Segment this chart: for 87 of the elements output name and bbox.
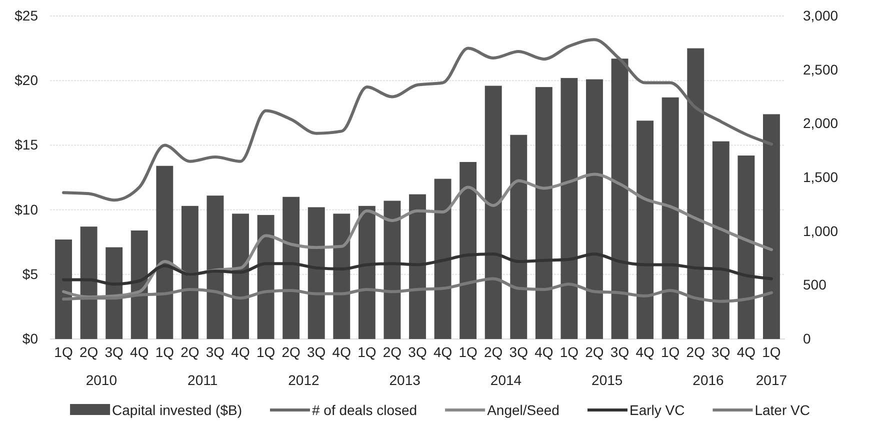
x-tick-label: 1Q [458, 344, 478, 360]
bar [687, 48, 704, 339]
bar [586, 79, 603, 339]
x-tick-label: 1Q [155, 344, 174, 360]
x-tick-label: 4Q [332, 344, 352, 360]
bar [712, 141, 730, 339]
x-tick-label: 2Q [484, 344, 503, 360]
bar [130, 230, 148, 339]
bar [510, 134, 528, 339]
y-tick-label: $25 [14, 7, 38, 24]
bar [560, 78, 578, 339]
y2-tick-label: 1,000 [803, 222, 838, 239]
x-tick-label: 4Q [534, 344, 554, 360]
line-series [62, 277, 773, 303]
text: 2011 [188, 372, 218, 388]
x-tick-label: 3Q [509, 344, 528, 360]
text: 2017 [756, 372, 788, 388]
bar [80, 226, 98, 339]
bar [232, 214, 249, 339]
y2-tick-label: 2,500 [803, 61, 838, 78]
x-tick-label: 2Q [282, 344, 301, 360]
x-tick-label: 4Q [433, 344, 452, 360]
bar [384, 200, 401, 339]
bar [282, 196, 300, 339]
legend-label: Later VC [754, 402, 810, 418]
x-tick-label: 1Q [660, 344, 680, 360]
bar [611, 58, 628, 339]
y-tick-label: $20 [14, 72, 38, 88]
text: 2014 [490, 372, 522, 388]
bar [738, 156, 755, 339]
text: 2016 [692, 372, 724, 388]
legend-label: Capital invested ($B) [112, 402, 242, 418]
x-tick-label: 2Q [686, 344, 706, 360]
y-tick-label: $0 [22, 330, 38, 346]
x-tick-label: 4Q [736, 344, 756, 360]
bar [460, 162, 477, 339]
y2-tick-label: 500 [803, 276, 827, 293]
bar [257, 214, 274, 339]
text: 2013 [389, 372, 421, 388]
text: 2012 [288, 372, 320, 388]
line-series [62, 252, 773, 286]
text: 2015 [592, 372, 623, 388]
x-tick-label: 3Q [307, 344, 326, 360]
bar [484, 86, 502, 339]
legend-label: # of deals closed [312, 402, 418, 418]
x-tick-label: 3Q [712, 344, 730, 360]
legend-label: Early VC [629, 402, 685, 418]
text: 2010 [86, 372, 118, 388]
x-tick-label: 3Q [206, 344, 225, 360]
bar [308, 207, 325, 339]
x-tick-label: 3Q [104, 344, 124, 360]
bar [636, 120, 654, 339]
bar [662, 97, 679, 339]
bar [434, 178, 452, 339]
bar [181, 206, 198, 339]
x-tick-label: 4Q [130, 344, 149, 360]
x-tick-label: 3Q [610, 344, 630, 360]
x-tick-label: 1Q [762, 344, 781, 360]
bar [333, 214, 350, 339]
bar [358, 206, 376, 339]
bar [409, 194, 426, 339]
bar [535, 87, 552, 339]
x-tick-label: 1Q [54, 344, 73, 360]
x-tick-label: 1Q [560, 344, 579, 360]
y-tick-label: $15 [14, 136, 38, 153]
y-tick-label: $10 [14, 201, 38, 218]
x-tick-label: 3Q [408, 344, 427, 360]
y2-tick-label: 0 [803, 330, 811, 346]
x-tick-label: 2Q [382, 344, 402, 360]
x-tick-label: 1Q [256, 344, 276, 360]
x-tick-label: 2Q [180, 344, 200, 360]
y2-tick-label: 3,000 [803, 7, 838, 24]
line-series [62, 172, 773, 299]
bar [763, 114, 780, 339]
x-tick-label: 1Q [358, 344, 376, 360]
bar [55, 240, 72, 339]
y2-tick-label: 1,500 [803, 168, 838, 185]
x-tick-label: 2Q [79, 344, 98, 360]
x-tick-label: 2Q [585, 344, 604, 360]
legend-label: Angel/Seed [487, 402, 560, 418]
x-tick-label: 4Q [231, 344, 250, 360]
y2-tick-label: 2,000 [803, 115, 838, 132]
bar [206, 196, 224, 339]
x-tick-label: 4Q [636, 344, 654, 360]
bar [156, 166, 174, 339]
line-series [62, 38, 773, 202]
y-tick-label: $5 [22, 266, 38, 282]
